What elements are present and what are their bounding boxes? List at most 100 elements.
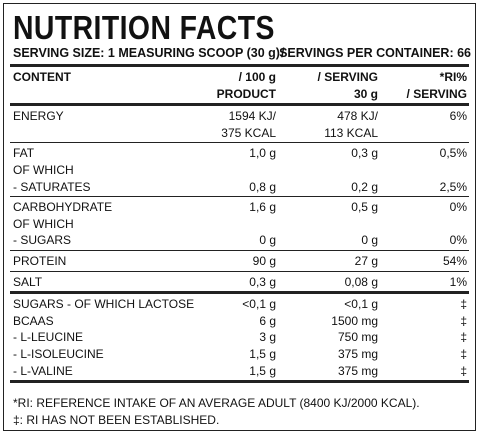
rule bbox=[10, 64, 469, 67]
rule bbox=[10, 196, 469, 198]
cell: / 100 g bbox=[238, 70, 276, 84]
cell: 375 mg bbox=[337, 346, 378, 361]
cell: 478 KJ/ bbox=[337, 109, 378, 124]
rule bbox=[10, 249, 469, 251]
cell: 0,3 g bbox=[249, 274, 276, 289]
cell: 2,5% bbox=[439, 179, 467, 194]
cell: / SERVING bbox=[317, 70, 378, 84]
row: - L-ISOLEUCINE 1,5 g 375 mg ‡ bbox=[4, 346, 475, 363]
rule bbox=[10, 142, 469, 144]
row-group: FAT 1,0 g 0,3 g 0,5% OF WHICH - SATURATES 0,8 … bbox=[4, 143, 475, 196]
cell: 6% bbox=[449, 109, 467, 124]
separator: / bbox=[281, 46, 285, 60]
cell: 0,3 g bbox=[351, 146, 378, 161]
cell: OF WHICH bbox=[13, 162, 74, 177]
cell: 1,5 g bbox=[249, 346, 276, 361]
rule bbox=[10, 380, 469, 384]
servings: SERVINGS PER CONTAINER: 66 bbox=[279, 46, 471, 60]
footnotes: *RI: REFERENCE INTAKE OF AN AVERAGE ADUL… bbox=[13, 395, 420, 429]
footnote: *RI: REFERENCE INTAKE OF AN AVERAGE ADUL… bbox=[13, 396, 420, 410]
cell: - SUGARS bbox=[13, 233, 72, 248]
row-group: CARBOHYDRATE 1,6 g 0,5 g 0% OF WHICH - SUGARS… bbox=[4, 197, 475, 250]
cell: 0,2 g bbox=[351, 179, 378, 194]
cell: <0,1 g bbox=[242, 297, 276, 312]
cell: 0 g bbox=[259, 233, 276, 248]
cell: - L-VALINE bbox=[13, 363, 73, 378]
cell: 0,08 g bbox=[344, 274, 378, 289]
row: BCAAS 6 g 1500 mg ‡ bbox=[4, 313, 475, 330]
cell: SALT bbox=[13, 274, 43, 289]
cell: 0 g bbox=[361, 233, 378, 248]
row: OF WHICH bbox=[4, 162, 475, 179]
cell: 90 g bbox=[252, 253, 276, 268]
title: NUTRITION FACTS bbox=[13, 9, 275, 46]
cell: 0,8 g bbox=[249, 179, 276, 194]
cell: - L-ISOLEUCINE bbox=[13, 346, 104, 361]
cell: - SATURATES bbox=[13, 179, 91, 194]
cell: 113 KCAL bbox=[324, 125, 378, 140]
row-group: PROTEIN 90 g 27 g 54% bbox=[4, 251, 475, 271]
cell: ‡ bbox=[460, 346, 467, 361]
serving-size: SERVING SIZE: 1 MEASURING SCOOP (30 g) bbox=[13, 46, 280, 60]
cell: 1,6 g bbox=[249, 200, 276, 215]
cell: 27 g bbox=[354, 253, 378, 268]
cell: ENERGY bbox=[13, 109, 64, 124]
cell: CONTENT bbox=[13, 70, 71, 84]
cell: 0,5% bbox=[439, 146, 467, 161]
nutrition-label: NUTRITION FACTS SERVING SIZE: 1 MEASURIN… bbox=[3, 3, 476, 431]
row: - SATURATES 0,8 g 0,2 g 2,5% bbox=[4, 179, 475, 196]
cell: / SERVING bbox=[406, 86, 467, 101]
row: CONTENT / 100 g / SERVING *RI% bbox=[4, 69, 475, 86]
cell: 1594 KJ/ bbox=[228, 109, 276, 124]
cell: ‡ bbox=[460, 330, 467, 345]
cell: 6 g bbox=[259, 313, 276, 328]
cell: 0% bbox=[449, 200, 467, 215]
row: - L-VALINE 1,5 g 375 mg ‡ bbox=[4, 363, 475, 380]
row: 375 KCAL 113 KCAL bbox=[4, 125, 475, 142]
cell: PROTEIN bbox=[13, 253, 67, 268]
row: FAT 1,0 g 0,3 g 0,5% bbox=[4, 145, 475, 162]
cell: FAT bbox=[13, 146, 35, 161]
cell: OF WHICH bbox=[13, 216, 74, 231]
row: SALT 0,3 g 0,08 g 1% bbox=[4, 274, 475, 291]
cell: 0% bbox=[449, 233, 467, 248]
cell: 30 g bbox=[353, 86, 378, 101]
cell: ‡ bbox=[460, 297, 467, 312]
cell: 1% bbox=[449, 274, 467, 289]
cell: ‡ bbox=[460, 313, 467, 328]
cell: 0,5 g bbox=[351, 200, 378, 215]
rule bbox=[10, 270, 469, 272]
row: OF WHICH bbox=[4, 216, 475, 233]
row-group: SALT 0,3 g 0,08 g 1% bbox=[4, 272, 475, 292]
cell: 1,5 g bbox=[249, 363, 276, 378]
rule bbox=[10, 291, 469, 295]
cell: *RI% bbox=[439, 70, 467, 84]
row: SUGARS - OF WHICH LACTOSE <0,1 g <0,1 g ‡ bbox=[4, 296, 475, 313]
cell: - L-LEUCINE bbox=[13, 330, 84, 345]
rule bbox=[10, 103, 469, 107]
row: - SUGARS 0 g 0 g 0% bbox=[4, 232, 475, 249]
row: CARBOHYDRATE 1,6 g 0,5 g 0% bbox=[4, 199, 475, 216]
cell: 750 mg bbox=[337, 330, 378, 345]
table: CONTENT / 100 g / SERVING *RI% PRODUCT 30 g / … bbox=[4, 64, 475, 384]
cell: 375 mg bbox=[337, 363, 378, 378]
cell: 1,0 g bbox=[249, 146, 276, 161]
cell: CARBOHYDRATE bbox=[13, 200, 113, 215]
row: PRODUCT 30 g / SERVING bbox=[4, 86, 475, 103]
row-group: SUGARS - OF WHICH LACTOSE <0,1 g <0,1 g ‡ BC… bbox=[4, 294, 475, 380]
row-group: ENERGY 1594 KJ/478 KJ/6% 375 KCAL 113 KCAL bbox=[4, 106, 475, 142]
cell: ‡ bbox=[460, 363, 467, 378]
cell: <0,1 g bbox=[344, 297, 378, 312]
cell: BCAAS bbox=[13, 313, 54, 328]
row: - L-LEUCINE 3 g 750 mg ‡ bbox=[4, 329, 475, 346]
cell: PRODUCT bbox=[216, 86, 276, 101]
cell: 1500 mg bbox=[331, 313, 378, 328]
row-group: CONTENT / 100 g / SERVING *RI% PRODUCT 30 g / … bbox=[4, 67, 475, 103]
row: ENERGY 1594 KJ/478 KJ/6% bbox=[4, 108, 475, 125]
cell: 54% bbox=[442, 253, 467, 268]
cell: 375 KCAL bbox=[221, 125, 276, 140]
cell: 3 g bbox=[259, 330, 276, 345]
row: PROTEIN 90 g 27 g 54% bbox=[4, 253, 475, 270]
cell: SUGARS - OF WHICH LACTOSE bbox=[13, 297, 195, 312]
